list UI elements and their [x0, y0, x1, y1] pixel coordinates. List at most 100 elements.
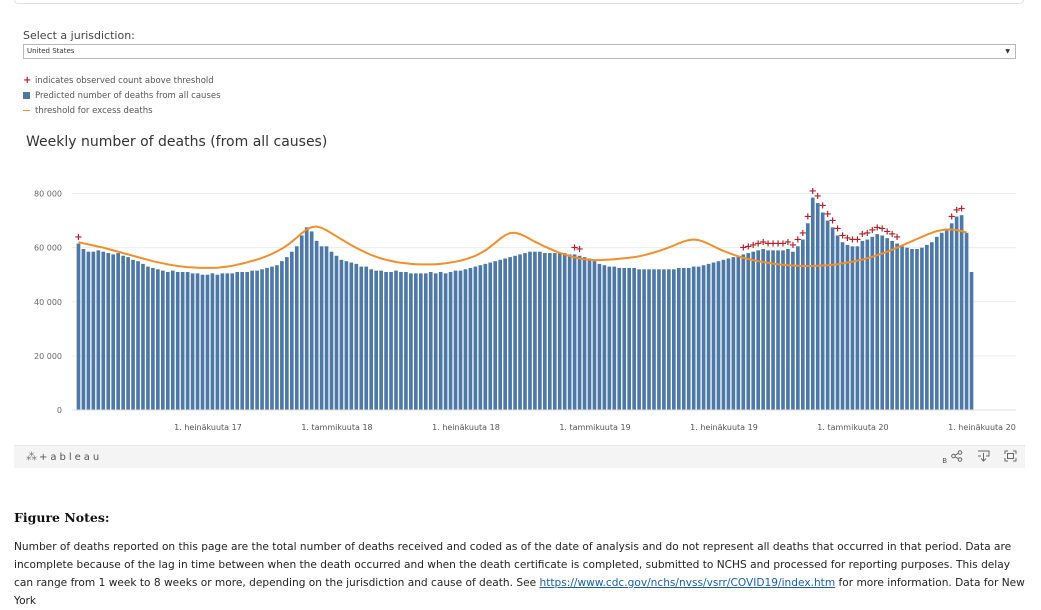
bar: [721, 259, 726, 410]
bar: [443, 273, 448, 410]
bar: [235, 272, 240, 410]
bar: [384, 272, 388, 410]
chart-legend: + indicates observed count above thresho…: [23, 73, 221, 118]
above-threshold-marker: +: [858, 229, 866, 240]
bar: [433, 273, 438, 410]
above-threshold-marker: +: [868, 225, 876, 236]
bar: [126, 257, 130, 410]
bar: [111, 254, 116, 410]
bar: [925, 244, 929, 410]
bar: [632, 267, 636, 410]
bar: [185, 272, 190, 410]
toolbar-actions: B: [942, 449, 1017, 465]
tableau-mark-icon: ⁂: [26, 450, 37, 463]
above-threshold-marker: +: [799, 228, 807, 239]
bar: [270, 266, 274, 410]
tableau-toolbar: ⁂ +ableau B: [14, 445, 1025, 468]
bar: [508, 257, 512, 410]
bar: [314, 240, 319, 410]
bar: [518, 254, 522, 410]
bar: [820, 212, 825, 410]
bar: [662, 269, 666, 410]
bar: [334, 255, 339, 410]
above-threshold-marker: +: [888, 229, 896, 240]
bar: [146, 266, 150, 410]
bar: [835, 235, 840, 410]
above-threshold-marker: +: [947, 212, 955, 223]
x-tick-label: 1. heinäkuuta 18: [432, 423, 500, 432]
chevron-down-icon: ▼: [1005, 48, 1010, 55]
bar: [329, 251, 334, 410]
bar: [483, 263, 488, 410]
bar: [463, 269, 468, 410]
bar: [875, 234, 880, 410]
bar: [225, 273, 230, 410]
bar: [309, 231, 314, 410]
above-threshold-marker: +: [873, 222, 881, 233]
y-tick-label: 0: [57, 406, 62, 415]
bar: [657, 269, 661, 410]
jurisdiction-label: Select a jurisdiction:: [23, 29, 135, 42]
bar: [860, 240, 865, 410]
above-threshold-marker: +: [739, 243, 747, 254]
above-threshold-marker: +: [769, 239, 777, 250]
bar: [810, 197, 815, 410]
bar: [538, 251, 542, 410]
bar: [885, 238, 890, 410]
above-threshold-marker: +: [789, 240, 797, 251]
bar: [587, 258, 592, 410]
jurisdiction-select[interactable]: United States ▼: [23, 44, 1016, 59]
bar: [696, 266, 701, 410]
bar: [701, 265, 706, 410]
bar: [294, 246, 299, 410]
bar: [275, 265, 279, 410]
fullscreen-icon[interactable]: [1004, 450, 1017, 465]
bar: [165, 272, 170, 410]
bar: [959, 215, 964, 410]
tableau-logo[interactable]: ⁂ +ableau: [26, 450, 102, 463]
bar: [344, 261, 349, 410]
bar: [870, 236, 875, 410]
bar: [478, 265, 483, 410]
bar: [86, 251, 91, 410]
bar: [552, 253, 557, 410]
bar: [751, 251, 756, 410]
top-frame-edge: [14, 0, 1024, 4]
bar: [686, 267, 691, 410]
legend-label-threshold: threshold for excess deaths: [35, 105, 153, 116]
threshold-line: [78, 225, 967, 269]
bar: [627, 267, 632, 410]
bar: [245, 272, 249, 410]
bar: [786, 249, 790, 410]
bar: [374, 270, 378, 410]
bar: [180, 272, 185, 410]
bar: [260, 269, 264, 410]
bar: [399, 272, 403, 410]
bar: [567, 254, 572, 410]
bar: [711, 262, 716, 410]
share-icon[interactable]: [951, 449, 963, 465]
bar: [746, 253, 751, 410]
bar: [76, 243, 81, 410]
bar: [607, 266, 612, 410]
bar: [379, 270, 383, 410]
bar: [612, 266, 617, 410]
bar: [741, 254, 746, 410]
bar: [602, 265, 607, 410]
chart-title: Weekly number of deaths (from all causes…: [26, 134, 328, 150]
bar: [637, 269, 641, 410]
nchs-covid19-link[interactable]: https://www.cdc.gov/nchs/nvss/vsrr/COVID…: [539, 577, 836, 589]
line-swatch-icon: [23, 110, 30, 111]
bar: [691, 266, 696, 410]
above-threshold-marker: +: [814, 191, 822, 202]
bar: [96, 250, 101, 410]
notes-text-before: Number of deaths reported on this page a…: [14, 541, 1012, 589]
bar: [706, 263, 711, 410]
bar: [939, 232, 944, 410]
download-icon[interactable]: [977, 450, 990, 465]
figure-notes-heading: Figure Notes:: [14, 510, 110, 525]
bar: [949, 223, 954, 410]
y-tick-label: 80 000: [34, 190, 62, 199]
bar: [493, 261, 498, 410]
bar: [756, 250, 761, 410]
